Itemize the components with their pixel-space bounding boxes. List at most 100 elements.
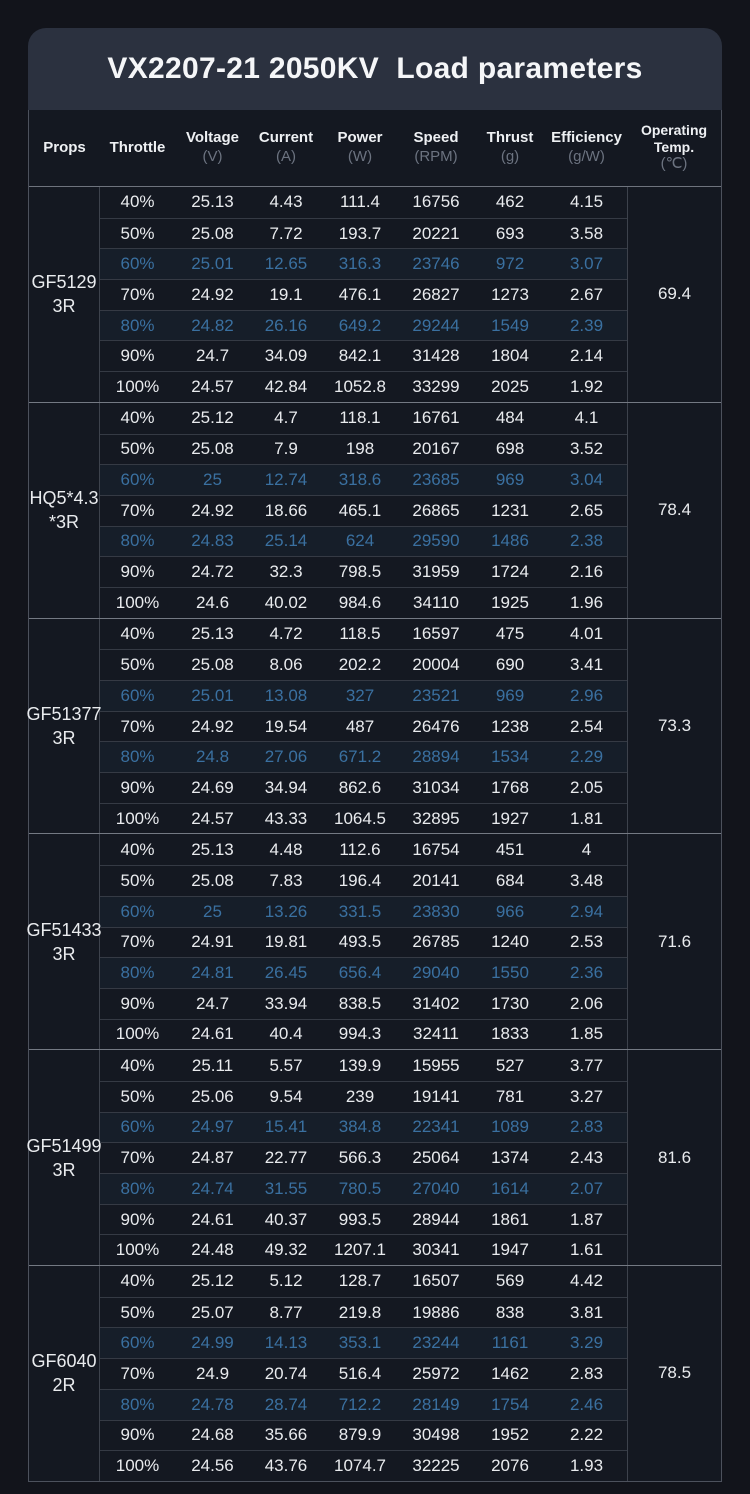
cell-voltage: 25.13 — [191, 192, 234, 212]
cell-throttle: 60% — [120, 1117, 155, 1137]
cell-current: 25.14 — [264, 531, 308, 551]
cell-current: 12.65 — [264, 254, 308, 274]
cell-power: 994.3 — [338, 1024, 382, 1044]
prop-name-line: GF6040 — [31, 1351, 97, 1372]
cell-throttle: 60% — [120, 1333, 155, 1353]
cell-power: 219.8 — [338, 1302, 382, 1322]
cell-efficiency: 2.96 — [569, 685, 604, 705]
cell-current: 32.3 — [269, 562, 303, 582]
cell-power: 493.5 — [338, 932, 382, 952]
group-rows: 40% 25.12 5.12 128.7 16507 569 4.42 50% 25.07 8.7… — [100, 1266, 627, 1481]
cell-throttle: 50% — [120, 870, 155, 890]
cell-thrust: 781 — [495, 1086, 525, 1106]
cell-voltage: 24.68 — [191, 1425, 234, 1445]
cell-efficiency: 2.94 — [569, 901, 604, 921]
group-rows: 40% 25.12 4.7 118.1 16761 484 4.1 50% 25.08 7.9 19… — [100, 403, 627, 618]
cell-voltage: 24.97 — [191, 1117, 234, 1137]
cell-efficiency: 2.83 — [569, 1117, 604, 1137]
cell-current: 14.13 — [264, 1333, 308, 1353]
cell-speed: 22341 — [412, 1117, 460, 1137]
prop-group: HQ5*4.3 *3R 40% 25.12 4.7 118.1 16761 484 4.1 50%… — [29, 401, 721, 618]
cell-voltage: 24.92 — [191, 284, 234, 304]
operating-temp-cell: 81.6 — [627, 1050, 721, 1266]
cell-thrust: 1273 — [491, 284, 529, 304]
cell-current: 12.74 — [264, 470, 308, 490]
cell-thrust: 569 — [495, 1271, 525, 1291]
cell-throttle: 100% — [115, 808, 160, 828]
cell-throttle: 100% — [115, 1240, 160, 1260]
cell-voltage: 24.99 — [191, 1333, 234, 1353]
cell-voltage: 24.7 — [195, 346, 230, 366]
prop-name-line: 3R — [52, 728, 76, 749]
cell-speed: 30341 — [412, 1240, 460, 1260]
cell-efficiency: 2.38 — [569, 531, 604, 551]
operating-temp-cell: 78.4 — [627, 402, 721, 618]
cell-voltage: 25.13 — [191, 623, 234, 643]
column-label: Thrust — [486, 129, 534, 147]
cell-thrust: 1861 — [491, 1209, 529, 1229]
title-panel: VX2207-21 2050KV Load parameters — [28, 28, 722, 110]
cell-current: 35.66 — [264, 1425, 308, 1445]
column-unit: (RPM) — [414, 148, 458, 165]
column-unit: (A) — [276, 148, 296, 165]
cell-speed: 19886 — [412, 1302, 460, 1322]
column-header-current: Current (A) — [250, 129, 322, 167]
cell-speed: 19141 — [412, 1086, 460, 1106]
cell-efficiency: 3.48 — [569, 870, 604, 890]
cell-current: 4.7 — [274, 408, 298, 428]
cell-speed: 31402 — [412, 993, 460, 1013]
cell-speed: 15955 — [412, 1055, 460, 1075]
operating-temp-cell: 71.6 — [627, 834, 721, 1050]
cell-throttle: 90% — [120, 993, 155, 1013]
prop-name-line: *3R — [48, 512, 79, 533]
cell-voltage: 25.08 — [191, 223, 234, 243]
cell-voltage: 25.11 — [191, 1055, 234, 1075]
cell-power: 202.2 — [338, 655, 382, 675]
operating-temp-cell: 69.4 — [627, 187, 721, 402]
cell-throttle: 90% — [120, 1425, 155, 1445]
prop-name-cell: HQ5*4.3 *3R — [29, 402, 100, 618]
cell-current: 40.37 — [264, 1209, 308, 1229]
cell-thrust: 972 — [495, 254, 525, 274]
cell-thrust: 1534 — [491, 747, 529, 767]
prop-name-cell: GF6040 2R — [29, 1266, 100, 1481]
cell-speed: 28894 — [412, 747, 460, 767]
cell-speed: 34110 — [412, 592, 459, 612]
cell-throttle: 80% — [120, 531, 155, 551]
cell-speed: 20221 — [412, 223, 460, 243]
table-row: 50% 25.08 7.83 196.4 20141 684 3.48 — [100, 865, 627, 896]
cell-power: 112.6 — [339, 839, 381, 859]
cell-power: 993.5 — [338, 1209, 382, 1229]
cell-power: 353.1 — [338, 1333, 382, 1353]
table-row: 100% 24.48 49.32 1207.1 30341 1947 1.61 — [100, 1234, 627, 1265]
prop-name-line: 3R — [52, 296, 76, 317]
table-row: 60% 25 12.74 318.6 23685 969 3.04 — [100, 464, 627, 495]
cell-throttle: 50% — [120, 223, 155, 243]
cell-current: 27.06 — [264, 747, 308, 767]
cell-power: 118.1 — [339, 408, 381, 428]
cell-voltage: 24.61 — [191, 1209, 234, 1229]
cell-voltage: 24.69 — [191, 777, 234, 797]
prop-name-line: 2R — [52, 1375, 76, 1396]
table-row: 60% 25 13.26 331.5 23830 966 2.94 — [100, 895, 627, 927]
cell-voltage: 24.87 — [191, 1148, 234, 1168]
cell-power: 516.4 — [338, 1363, 382, 1383]
cell-voltage: 24.9 — [195, 1363, 230, 1383]
cell-efficiency: 3.07 — [569, 254, 604, 274]
cell-thrust: 1925 — [491, 592, 529, 612]
cell-current: 13.26 — [264, 901, 308, 921]
cell-power: 671.2 — [338, 747, 382, 767]
cell-efficiency: 3.29 — [569, 1333, 604, 1353]
cell-speed: 25972 — [412, 1363, 460, 1383]
cell-voltage: 25.08 — [191, 439, 234, 459]
cell-throttle: 40% — [120, 1055, 155, 1075]
cell-efficiency: 2.65 — [569, 500, 604, 520]
cell-efficiency: 3.27 — [569, 1086, 604, 1106]
cell-thrust: 1374 — [491, 1148, 529, 1168]
column-label: Throttle — [109, 138, 166, 156]
cell-efficiency: 4.1 — [574, 408, 599, 428]
cell-power: 1207.1 — [334, 1240, 386, 1260]
cell-thrust: 1089 — [491, 1117, 529, 1137]
cell-current: 19.54 — [264, 716, 308, 736]
cell-voltage: 25 — [203, 470, 222, 490]
